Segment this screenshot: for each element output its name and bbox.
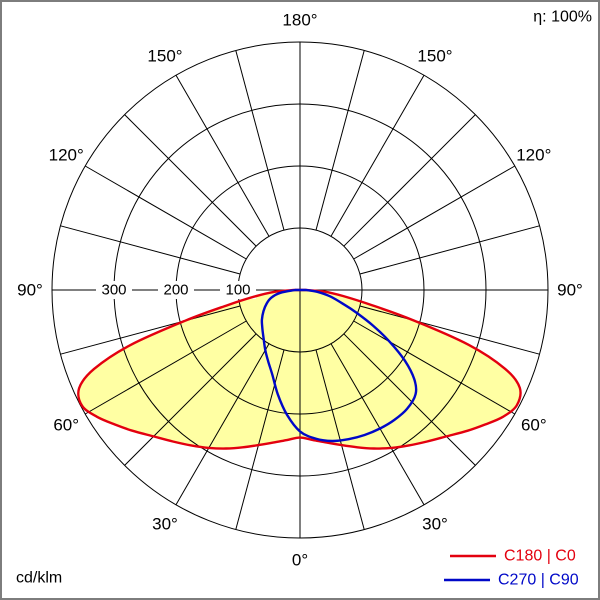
legend-label-c270-c90: C270 | C90 — [498, 572, 579, 589]
grid-spoke — [124, 114, 257, 247]
angle-label: 180° — [282, 11, 317, 30]
unit-label: cd/klm — [16, 570, 62, 587]
curves-layer — [77, 288, 522, 450]
grid-spoke — [315, 50, 365, 231]
scale-labels-layer: 100 200 300 — [96, 281, 256, 299]
grid-spoke — [235, 349, 285, 530]
grid-spoke — [359, 305, 540, 355]
angle-label: 90° — [557, 281, 583, 300]
angle-label: 60° — [521, 416, 547, 435]
grid-spoke — [353, 320, 516, 415]
angle-label: 150° — [147, 47, 182, 66]
grid-spoke — [84, 165, 247, 260]
grid-spoke — [330, 343, 425, 506]
grid-spoke — [330, 74, 425, 237]
grid-spoke — [60, 225, 241, 275]
efficiency-label: η: 100% — [533, 9, 592, 26]
angle-label: 30° — [152, 514, 178, 533]
curve-c180-c0 — [77, 288, 522, 450]
angle-label: 120° — [516, 146, 551, 165]
angle-label: 0° — [292, 551, 308, 570]
grid-spoke — [84, 320, 247, 415]
angle-labels-layer: 0° 30° 30° 60° 60° 90° 90° 120° 120° 150° 150° 180° — [17, 11, 583, 570]
distribution-fill — [78, 290, 521, 449]
angle-label: 30° — [422, 514, 448, 533]
fill-layer — [78, 290, 521, 449]
grid-spoke — [359, 225, 540, 275]
grid-spoke — [343, 333, 476, 466]
grid-spoke — [60, 305, 241, 355]
angle-label: 90° — [17, 281, 43, 300]
legend-label-c180-c0: C180 | C0 — [504, 548, 576, 565]
radial-scale-label: 200 — [163, 282, 188, 299]
radial-scale-label-bg — [96, 281, 132, 299]
angle-label: 60° — [53, 416, 79, 435]
radial-scale-label-bg — [220, 281, 256, 299]
radial-scale-label-bg — [158, 281, 194, 299]
radial-scale-label: 100 — [225, 282, 250, 299]
grid-spoke — [175, 74, 270, 237]
grid-spoke — [343, 114, 476, 247]
angle-label: 150° — [417, 47, 452, 66]
grid-spoke — [353, 165, 516, 260]
curve-c270-c90 — [260, 288, 418, 443]
grid-spoke — [175, 343, 270, 506]
angle-label: 120° — [49, 146, 84, 165]
grid-layer — [51, 41, 549, 539]
grid-spoke — [235, 50, 285, 231]
grid-spoke — [124, 333, 257, 466]
radial-scale-label: 300 — [101, 282, 126, 299]
legend: C180 | C0 C270 | C90 — [444, 548, 579, 589]
